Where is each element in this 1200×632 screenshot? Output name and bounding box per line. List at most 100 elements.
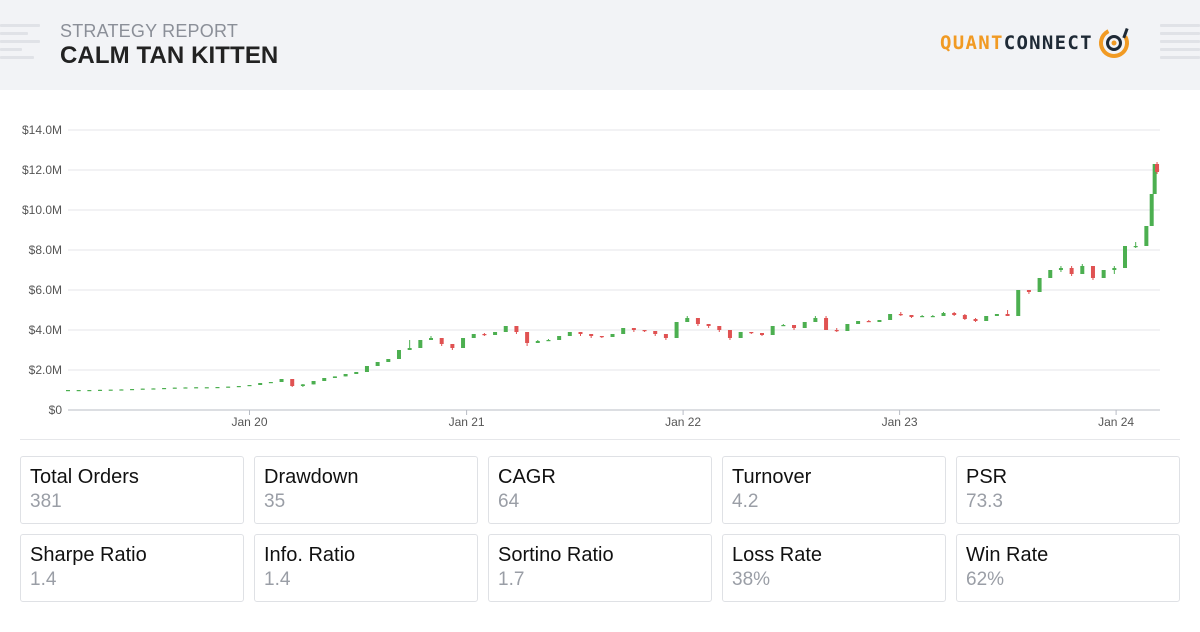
candle-up — [386, 359, 391, 362]
candle-up — [1112, 266, 1117, 274]
candle-up — [674, 322, 679, 338]
metric-label: Loss Rate — [732, 544, 823, 566]
candle-down — [759, 333, 764, 336]
metric-label: CAGR — [498, 466, 556, 488]
candle-body — [343, 374, 348, 377]
logo-text: QUANTCONNECT — [940, 32, 1093, 54]
y-tick-label: $14.0M — [22, 123, 62, 137]
quantconnect-logo[interactable]: QUANTCONNECT — [940, 25, 1131, 61]
candle-down — [727, 330, 732, 340]
y-tick-label: $4.0M — [29, 323, 62, 337]
candle-up — [98, 389, 103, 391]
candle-body — [759, 333, 764, 335]
candle-down — [695, 318, 700, 326]
candle-body — [621, 328, 626, 334]
candle-up — [268, 382, 273, 384]
candle-up — [535, 340, 540, 343]
candle-down — [589, 334, 594, 338]
candle-body — [781, 325, 786, 327]
candle-up — [418, 340, 423, 348]
candle-body — [482, 334, 487, 336]
candle-up — [322, 378, 327, 381]
candle-body — [258, 383, 263, 385]
candle-body — [962, 315, 967, 319]
candle-body — [727, 330, 732, 338]
candle-up — [930, 315, 935, 318]
y-tick-label: $6.0M — [29, 283, 62, 297]
metric-label: Sharpe Ratio — [30, 544, 147, 566]
candle-body — [322, 378, 327, 381]
candle-down — [599, 336, 604, 338]
candle-down — [952, 312, 957, 316]
candle-body — [856, 321, 861, 324]
candle-body — [140, 388, 145, 390]
metric-card-psr: PSR 73.3 — [956, 456, 1180, 524]
metric-card-turnover: Turnover 4.2 — [722, 456, 946, 524]
candle-down — [1005, 310, 1010, 316]
candle-body — [984, 316, 989, 321]
candle-body — [770, 326, 775, 335]
candle-up — [920, 315, 925, 318]
candle-body — [557, 336, 562, 340]
candle-body — [898, 314, 903, 316]
candle-down — [1069, 266, 1074, 276]
metric-value: 73.3 — [966, 491, 1003, 512]
metric-value: 1.7 — [498, 569, 525, 590]
candle-body — [332, 376, 337, 378]
y-tick-label: $12.0M — [22, 163, 62, 177]
candle-body — [98, 389, 103, 391]
candle-body — [1026, 290, 1031, 292]
candle-down — [631, 328, 636, 332]
metric-value: 64 — [498, 491, 520, 512]
candle-up — [1144, 226, 1149, 246]
candle-body — [503, 326, 508, 332]
candle-body — [920, 316, 925, 318]
candle-down — [525, 332, 530, 346]
candle-down — [482, 333, 487, 336]
logo-text-quant: QUANT — [940, 32, 1004, 54]
candle-body — [567, 332, 572, 336]
metric-card-cagr: CAGR 64 — [488, 456, 712, 524]
candle-body — [824, 318, 829, 330]
candle-body — [461, 338, 466, 348]
candle-body — [1123, 246, 1128, 268]
candle-down — [663, 334, 668, 340]
candle-down — [653, 331, 658, 336]
metric-value: 381 — [30, 491, 62, 512]
candle-body — [130, 389, 135, 391]
candle-body — [738, 332, 743, 338]
candle-body — [802, 322, 807, 328]
candle-body — [1144, 226, 1149, 246]
candle-up — [279, 379, 284, 382]
candle-down — [834, 328, 839, 332]
candle-body — [1016, 290, 1021, 316]
candle-up — [215, 387, 220, 389]
candlestick-series — [66, 162, 1160, 392]
candle-body — [1080, 266, 1085, 274]
candle-body — [1090, 266, 1095, 278]
candle-body — [749, 332, 754, 334]
metric-card-sortino-ratio: Sortino Ratio 1.7 — [488, 534, 712, 602]
candle-down — [290, 379, 295, 387]
candle-up — [856, 321, 861, 324]
candle-up — [994, 314, 999, 316]
candle-down — [1026, 290, 1031, 294]
x-tick-label: Jan 23 — [882, 415, 918, 429]
candle-up — [119, 389, 124, 391]
candle-down — [962, 314, 967, 320]
candle-up — [247, 385, 252, 387]
candle-body — [396, 350, 401, 359]
metric-value: 1.4 — [30, 569, 57, 590]
candle-up — [877, 320, 882, 322]
candle-body — [1149, 194, 1154, 226]
candle-body — [300, 384, 305, 386]
candle-down — [706, 324, 711, 328]
candle-up — [66, 390, 70, 392]
candle-body — [1112, 268, 1117, 270]
candle-body — [1152, 164, 1157, 194]
candle-body — [888, 314, 893, 320]
candle-up — [781, 324, 786, 327]
candle-body — [471, 334, 476, 338]
metric-label: Total Orders — [30, 466, 139, 488]
candle-body — [247, 385, 252, 387]
